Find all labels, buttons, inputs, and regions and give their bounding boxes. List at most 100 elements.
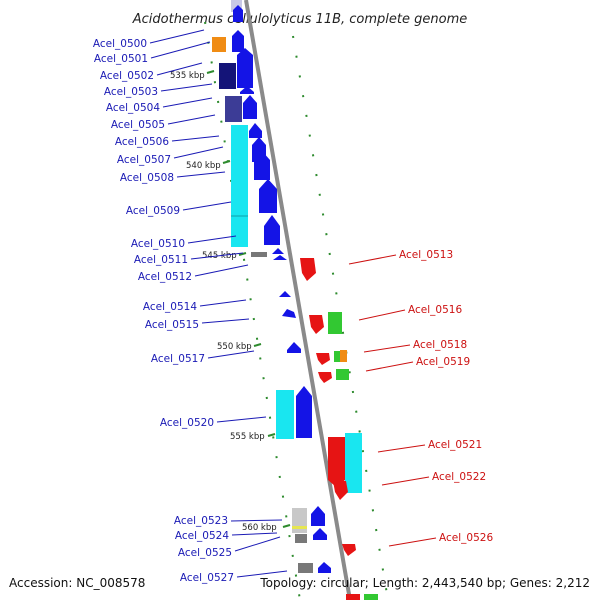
gene-bar (231, 0, 242, 12)
label-leader (167, 114, 216, 125)
gene-bar (336, 369, 349, 380)
tick-mark (222, 160, 231, 164)
gene-label: Acel_0523 (174, 515, 228, 527)
reverse-strand-genes (212, 0, 331, 573)
gene-arrow (264, 215, 280, 245)
gene-label: Acel_0507 (117, 154, 171, 166)
label-leader (216, 416, 267, 423)
label-leader (150, 41, 211, 59)
gene-arrow (254, 151, 270, 180)
gene-label: Acel_0514 (143, 301, 197, 313)
genome-backbone (244, 0, 352, 600)
label-leader (173, 146, 224, 159)
gene-arrow (279, 291, 291, 297)
position-label: 550 kbp (217, 342, 252, 352)
gene-bar (292, 526, 307, 529)
gene-label: Acel_0509 (126, 205, 180, 217)
map-title: Acidothermus cellulolyticus 11B, complet… (132, 12, 468, 27)
label-leader (234, 536, 281, 552)
topology-text: Topology: circular; Length: 2,443,540 bp… (259, 576, 590, 590)
gene-bar (219, 63, 236, 89)
gene-bar (251, 252, 267, 257)
label-leader (358, 309, 406, 321)
tick-mark (282, 524, 291, 528)
label-leader (236, 570, 288, 578)
position-label: 540 kbp (186, 161, 221, 171)
gene-bar (364, 594, 378, 600)
left-gene-labels (149, 29, 288, 578)
label-leader (149, 29, 205, 44)
label-leader (388, 537, 437, 547)
gene-label: Acel_0503 (104, 86, 158, 98)
gene-arrow (272, 248, 284, 254)
left-gene-label-texts: Acel_0500 Acel_0501 Acel_0502 Acel_0503 … (93, 38, 234, 584)
label-leader (182, 201, 232, 211)
forward-strand-genes (300, 258, 378, 600)
label-leader (162, 97, 213, 108)
gene-arrow (311, 506, 325, 526)
gene-label: Acel_0519 (416, 356, 470, 368)
gene-bar (346, 594, 360, 600)
gene-arrow (300, 258, 316, 281)
gene-bar (292, 508, 307, 533)
gene-arrow (282, 309, 296, 318)
tick-mark (267, 433, 276, 437)
gene-label: Acel_0505 (111, 119, 165, 131)
tick-mark (238, 252, 247, 256)
gene-arrow (342, 544, 356, 556)
accession-text: Accession: NC_008578 (9, 576, 145, 590)
gene-arrow (273, 255, 287, 260)
gene-arrow (243, 95, 257, 119)
label-leader (363, 344, 411, 353)
label-leader (187, 235, 237, 244)
gene-label: Acel_0510 (131, 238, 185, 250)
gene-label: Acel_0506 (115, 136, 169, 148)
gene-bar (345, 433, 362, 493)
right-gene-labels (348, 254, 437, 547)
tick-mark (253, 343, 262, 347)
gene-arrow (318, 372, 332, 383)
label-leader (207, 350, 255, 359)
gene-arrow (287, 342, 301, 353)
gene-label: Acel_0511 (134, 254, 188, 266)
label-leader (156, 62, 203, 76)
position-label: 560 kbp (242, 523, 277, 533)
position-label: 535 kbp (170, 71, 205, 81)
label-leader (348, 254, 397, 265)
gene-bar (212, 37, 226, 52)
gene-bar (328, 312, 342, 334)
gene-bar (225, 96, 242, 122)
label-leader (377, 444, 426, 453)
position-label: 555 kbp (230, 432, 265, 442)
gene-bar (295, 534, 307, 543)
gene-label: Acel_0502 (100, 70, 154, 82)
label-leader (365, 361, 414, 372)
label-leader (160, 83, 213, 92)
gene-arrow (240, 86, 254, 94)
gene-bar (298, 563, 313, 573)
gene-arrow (309, 315, 324, 334)
label-leader (231, 532, 278, 536)
gene-label: Acel_0512 (138, 271, 192, 283)
label-leader (190, 252, 244, 260)
gene-arrow (232, 30, 244, 52)
tick-mark (206, 70, 215, 74)
gene-label: Acel_0508 (120, 172, 174, 184)
gene-label: Acel_0524 (175, 530, 229, 542)
gene-label: Acel_0501 (94, 53, 148, 65)
gene-label: Acel_0525 (178, 547, 232, 559)
gene-label: Acel_0516 (408, 304, 462, 316)
label-leader (201, 318, 250, 324)
gene-arrow (249, 123, 262, 138)
label-leader (171, 135, 220, 142)
gene-bar (340, 350, 347, 362)
gene-label: Acel_0515 (145, 319, 199, 331)
gene-label: Acel_0504 (106, 102, 160, 114)
label-leader (381, 476, 430, 486)
right-gene-label-texts: Acel_0513 Acel_0516 Acel_0518 Acel_0519 … (399, 249, 493, 544)
label-leader (194, 264, 249, 277)
gene-arrow (313, 528, 327, 540)
gene-arrow (328, 437, 345, 487)
gene-label: Acel_0518 (413, 339, 467, 351)
